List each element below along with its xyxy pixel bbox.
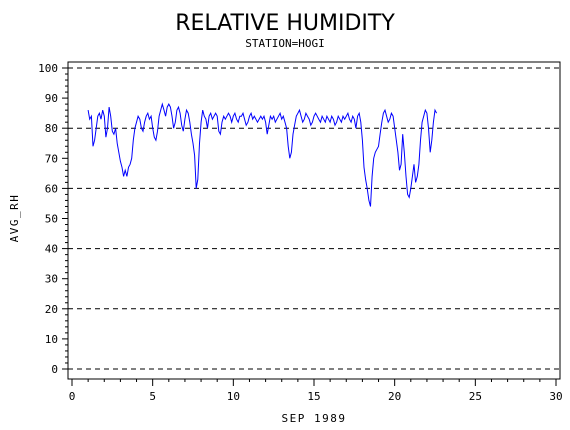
x-tick-label: 10 — [227, 390, 240, 403]
y-tick-label: 20 — [45, 303, 58, 316]
x-tick-label: 5 — [149, 390, 156, 403]
y-tick-label: 100 — [38, 62, 58, 75]
x-axis-label: SEP 1989 — [282, 412, 347, 425]
y-tick-label: 80 — [45, 122, 58, 135]
x-tick-label: 20 — [388, 390, 401, 403]
y-tick-label: 30 — [45, 273, 58, 286]
x-tick-label: 0 — [69, 390, 76, 403]
x-tick-label: 15 — [307, 390, 320, 403]
y-tick-label: 10 — [45, 333, 58, 346]
y-tick-label: 40 — [45, 243, 58, 256]
x-tick-label: 25 — [469, 390, 482, 403]
chart-subtitle: STATION=HOGI — [245, 37, 324, 50]
y-tick-label: 50 — [45, 213, 58, 226]
y-axis-label: AVG_RH — [8, 194, 21, 243]
y-tick-label: 60 — [45, 182, 58, 195]
chart-title: RELATIVE HUMIDITY — [175, 11, 395, 36]
y-tick-label: 0 — [51, 363, 58, 376]
avg-rh-series-line — [87, 102, 438, 207]
x-tick-label: 30 — [549, 390, 562, 403]
y-tick-label: 70 — [45, 152, 58, 165]
y-tick-label: 90 — [45, 92, 58, 105]
plot-frame — [67, 61, 561, 380]
